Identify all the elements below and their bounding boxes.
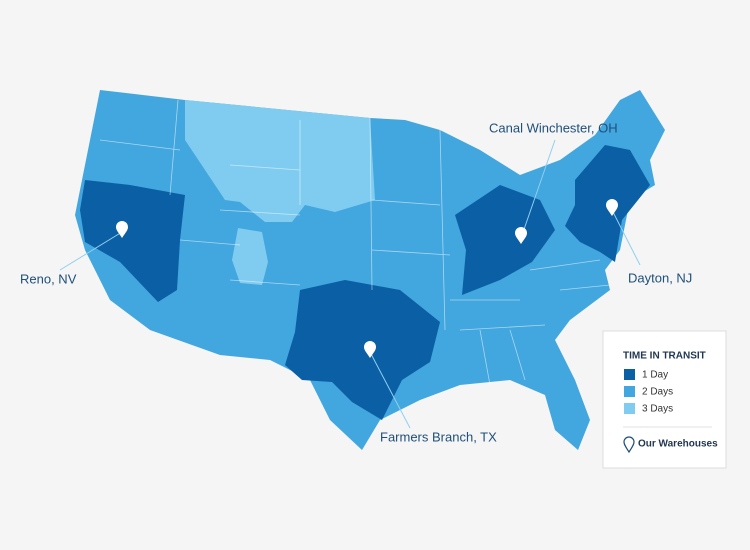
legend-box: [602, 330, 727, 469]
pin: [364, 341, 376, 358]
region-3-days: [185, 100, 375, 222]
warehouse-label: Farmers Branch, TX: [380, 429, 497, 444]
legend-title: TIME IN TRANSIT: [623, 351, 706, 362]
warehouse-label: Dayton, NJ: [628, 270, 692, 285]
leader-line: [369, 351, 411, 429]
region-1-day: [80, 180, 185, 302]
pin: [606, 199, 618, 216]
legend-warehouses: Our Warehouses: [638, 439, 718, 450]
region-3-days: [232, 228, 268, 285]
pin: [515, 227, 527, 244]
leader-line: [520, 139, 556, 239]
legend-swatch: [624, 369, 635, 380]
warehouse-label: Reno, NV: [20, 271, 77, 286]
legend-swatch: [624, 403, 635, 414]
state-borders: [99, 99, 611, 386]
pin: [116, 221, 128, 238]
leader-line: [611, 209, 641, 266]
pin-icon: [623, 436, 635, 454]
warehouse-pins: [116, 199, 618, 358]
legend-swatch: [624, 386, 635, 397]
legend-items: 1 Day 2 Days 3 Days: [624, 369, 673, 415]
region-1-day: [285, 280, 440, 420]
warehouse-label: Canal Winchester, OH: [489, 120, 618, 135]
leader-line: [59, 231, 123, 271]
legend: TIME IN TRANSIT 1 Day 2 Days 3 Days Our Wa…: [602, 330, 727, 469]
legend-label: 2 Days: [642, 387, 673, 398]
legend-label: 3 Days: [642, 404, 673, 415]
legend-label: 1 Day: [642, 370, 668, 381]
